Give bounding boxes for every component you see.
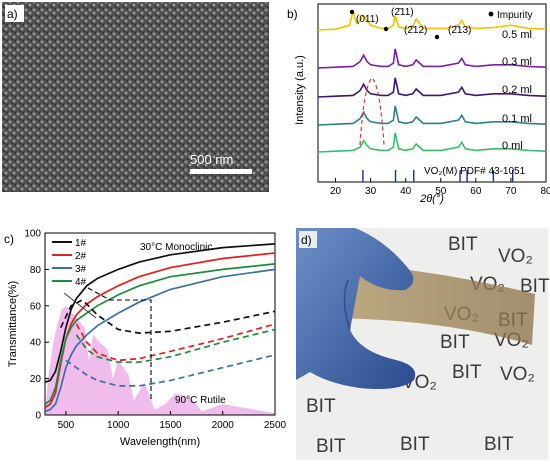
sem-image (2, 2, 269, 192)
trans-xtick-label: 2500 (264, 420, 287, 431)
trans-legend: 1# 2# 3# 4# (52, 238, 87, 288)
trans-legend-label: 3# (75, 264, 87, 275)
photo-word: BIT (484, 434, 514, 455)
trans-series-30c-line (45, 263, 275, 405)
photo-word: BIT (452, 362, 482, 383)
xrd-ylabel: Intensity (a.u.) (294, 55, 306, 125)
impurity-legend-label: Impurity (497, 10, 533, 21)
xrd-axes-frame (317, 3, 547, 183)
panel-c: c) 500 1000 1500 2000 2500 0 20 40 60 80 100 Trans… (4, 229, 287, 449)
xrd-series-line (318, 48, 546, 69)
photo-word: BIT (316, 436, 346, 457)
xrd-peak-label-011: (011) (356, 14, 379, 25)
trans-ylabel: Transmittance(%) (7, 281, 19, 367)
gloved-hand (296, 228, 416, 389)
xrd-xlabel: 2θ(°) (419, 193, 444, 205)
scale-bar (190, 169, 252, 174)
trans-series-30c-line (45, 252, 275, 409)
trans-xtick-label: 1000 (107, 420, 130, 431)
panel-a-label: a) (7, 7, 18, 21)
impurity-legend-marker (488, 11, 494, 17)
trans-ytick-label: 100 (24, 229, 41, 240)
scale-bar-label: 500 nm (190, 152, 233, 167)
trans-ytick-label: 40 (30, 338, 42, 349)
trans-series-90c-line (75, 323, 275, 362)
trans-xtick-label: 500 (58, 420, 75, 431)
panel-d: BITVO₂BITVO₂BITVO₂BITVO₂BITBITVO₂VO₂BITV… (296, 228, 550, 460)
trans-xlabel: Wavelength(nm) (120, 436, 200, 448)
trans-ytick-label: 0 (35, 411, 41, 422)
xrd-xtick-label: 80 (540, 186, 550, 197)
solar-spectrum-fill (45, 305, 275, 415)
trans-ytick-label: 80 (30, 265, 42, 276)
impurity-marker (383, 26, 389, 32)
trans-series-90c-line (59, 299, 275, 334)
xrd-xticks: 20 30 40 50 60 70 80 (330, 178, 550, 197)
xrd-peak-label-212: (2̄12) (404, 25, 427, 36)
xrd-series-line (318, 77, 546, 98)
trans-pointer-line (63, 292, 97, 319)
trans-xtick-label: 2000 (212, 420, 235, 431)
panel-b: b) Intensity (a.u.) 2θ(°) 20 30 40 50 60 70 80… (287, 3, 550, 205)
panel-d-label-bg (299, 231, 317, 248)
trans-series-90c-line (75, 328, 275, 364)
trans-guide-dashed (87, 287, 152, 400)
xrd-xtick-label: 20 (330, 186, 342, 197)
xrd-series-label: 0.5 ml (502, 29, 532, 41)
xrd-xtick-label: 70 (505, 186, 517, 197)
xrd-reference-label: VO₂(M) PDF# 43-1051 (424, 166, 526, 177)
solar-spectrum-area (45, 305, 275, 415)
photo-word: BIT (400, 434, 430, 455)
xrd-series-label: 0.3 ml (502, 56, 532, 68)
trans-ytick-label: 60 (30, 301, 42, 312)
trans-legend-label: 4# (75, 277, 87, 288)
photo-word: BIT (448, 234, 478, 255)
trans-legend-label: 2# (75, 251, 87, 262)
trans-legend-label: 1# (75, 238, 87, 249)
xrd-reference-lines (362, 170, 514, 182)
photo-word: BIT (520, 276, 550, 297)
xrd-series-label: 0.2 ml (502, 84, 532, 96)
xrd-series-line (318, 105, 546, 126)
impurity-marker (434, 34, 440, 40)
trans-ytick-label: 20 (30, 374, 42, 385)
trans-xtick-label: 1500 (159, 420, 182, 431)
xrd-xtick-label: 30 (365, 186, 377, 197)
xrd-peak-label-211: (2̄11) (391, 7, 414, 18)
panel-a: a) 500 nm (2, 2, 269, 192)
panel-b-label: b) (287, 7, 298, 21)
xrd-series-label: 0.1 ml (502, 113, 532, 125)
trans-axes-frame (44, 232, 276, 416)
xrd-peak-label-213: (2̄13) (448, 25, 471, 36)
trans-series-30c-line (45, 268, 275, 413)
xrd-xtick-label: 60 (470, 186, 482, 197)
trans-series-30c-line (45, 243, 275, 384)
xrd-xtick-label: 50 (435, 186, 447, 197)
photo-word: VO₂ (500, 364, 535, 385)
xrd-series-label: 0 ml (502, 140, 523, 152)
xrd-series-labels: 0.5 ml 0.3 ml 0.2 ml 0.1 ml 0 ml (502, 29, 532, 152)
xrd-series-line (318, 132, 546, 153)
trans-series-group (45, 243, 275, 413)
panel-c-label: c) (4, 232, 14, 246)
photo-word: BIT (440, 332, 470, 353)
trans-ticks: 500 1000 1500 2000 2500 0 20 40 60 80 100 (24, 229, 286, 432)
xrd-dashed-highlight (359, 77, 385, 146)
trans-annotation-90c: 90°C Rutile (175, 395, 226, 406)
trans-annotation-30c: 30°C Monoclinic (140, 242, 212, 253)
photo-word: BIT (306, 396, 336, 417)
xrd-series-group (318, 10, 546, 153)
xrd-series-line (318, 10, 546, 31)
photo-word: VO₂ (498, 246, 533, 267)
panel-d-label: d) (301, 233, 312, 247)
panel-a-label-bg (5, 5, 24, 22)
xrd-xtick-label: 40 (400, 186, 412, 197)
impurity-marker (349, 9, 355, 15)
